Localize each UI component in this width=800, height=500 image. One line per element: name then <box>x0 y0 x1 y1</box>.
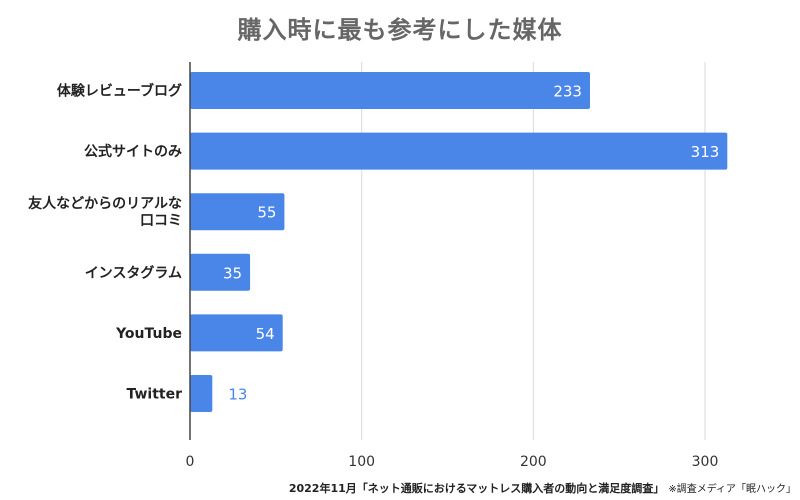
data-label: 55 <box>257 204 276 222</box>
x-tick-label: 300 <box>692 454 719 470</box>
bar <box>190 253 251 291</box>
category-label: インスタグラム <box>85 264 182 281</box>
source-footnote: 2022年11月「ネット通販におけるマットレス購入者の動向と満足度調査」 ※調査メ… <box>0 480 800 496</box>
category-label: 友人などからのリアルな <box>28 195 182 212</box>
data-label: 35 <box>223 264 242 282</box>
bar <box>190 72 590 109</box>
bar <box>190 314 283 352</box>
source-text: 2022年11月「ネット通販におけるマットレス購入者の動向と満足度調査」 <box>288 482 665 495</box>
data-label: 313 <box>691 143 720 161</box>
data-label: 13 <box>228 386 247 404</box>
category-label: Twitter <box>126 387 182 403</box>
bar <box>190 375 213 412</box>
x-tick-label: 0 <box>186 454 195 470</box>
data-label: 233 <box>553 83 582 101</box>
bar <box>190 193 285 231</box>
category-label: 公式サイトのみ <box>84 143 182 160</box>
category-label: 体験レビューブログ <box>57 83 182 100</box>
data-label: 54 <box>256 325 275 343</box>
survey-media-note: ※調査メディア「眠ハック」 <box>668 484 796 495</box>
x-tick-label: 100 <box>348 454 375 470</box>
category-label: 口コミ <box>140 213 182 229</box>
chart-title: 購入時に最も参考にした媒体 <box>237 16 563 44</box>
x-tick-label: 200 <box>520 454 547 470</box>
bar <box>190 132 728 170</box>
category-label: YouTube <box>115 326 182 342</box>
